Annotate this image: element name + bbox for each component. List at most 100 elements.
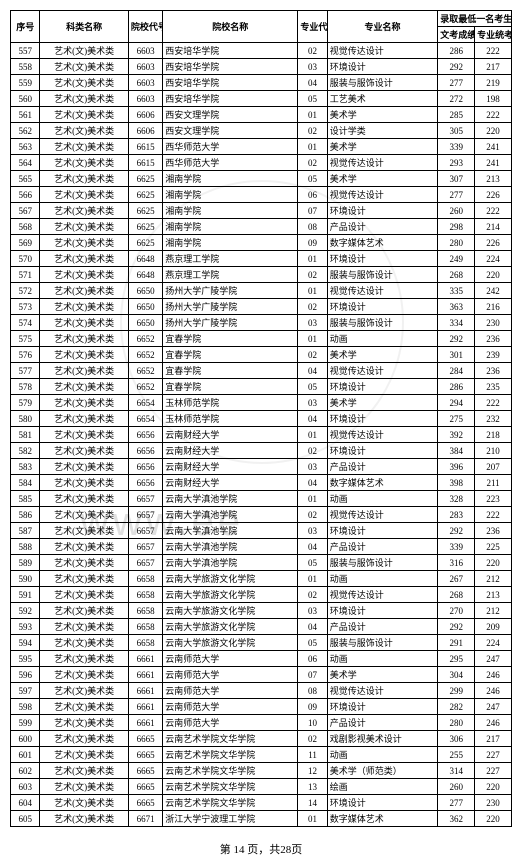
cell-category: 艺术(文)美术类 xyxy=(40,699,128,715)
cell-seq: 559 xyxy=(11,75,40,91)
cell-major-code: 09 xyxy=(298,699,327,715)
table-row: 570艺术(文)美术类6648燕京理工学院01环境设计249224 xyxy=(11,251,512,267)
cell-score1: 268 xyxy=(438,267,475,283)
cell-major-code: 08 xyxy=(298,219,327,235)
table-row: 601艺术(文)美术类6665云南艺术学院文华学院11动画255227 xyxy=(11,747,512,763)
cell-school-name: 西安培华学院 xyxy=(163,91,298,107)
cell-major-code: 01 xyxy=(298,107,327,123)
cell-category: 艺术(文)美术类 xyxy=(40,219,128,235)
table-row: 605艺术(文)美术类6671浙江大学宁波理工学院01数字媒体艺术362220 xyxy=(11,811,512,827)
cell-score2: 222 xyxy=(475,203,512,219)
cell-score2: 212 xyxy=(475,571,512,587)
cell-score1: 277 xyxy=(438,795,475,811)
cell-score1: 277 xyxy=(438,187,475,203)
cell-seq: 583 xyxy=(11,459,40,475)
cell-score2: 207 xyxy=(475,459,512,475)
cell-school-name: 西安文理学院 xyxy=(163,107,298,123)
cell-major-code: 09 xyxy=(298,235,327,251)
cell-school-code: 6650 xyxy=(128,315,162,331)
cell-school-code: 6665 xyxy=(128,779,162,795)
cell-score2: 241 xyxy=(475,155,512,171)
cell-category: 艺术(文)美术类 xyxy=(40,43,128,59)
header-major-code: 专业代号 xyxy=(298,11,327,43)
cell-major-code: 14 xyxy=(298,795,327,811)
cell-major-code: 01 xyxy=(298,139,327,155)
cell-score1: 292 xyxy=(438,523,475,539)
table-row: 595艺术(文)美术类6661云南师范大学06动画295247 xyxy=(11,651,512,667)
cell-school-name: 湘南学院 xyxy=(163,171,298,187)
cell-seq: 572 xyxy=(11,283,40,299)
cell-score2: 216 xyxy=(475,299,512,315)
table-row: 557艺术(文)美术类6603西安培华学院02视觉传达设计286222 xyxy=(11,43,512,59)
cell-score1: 299 xyxy=(438,683,475,699)
cell-major-name: 视觉传达设计 xyxy=(327,283,438,299)
cell-seq: 565 xyxy=(11,171,40,187)
cell-category: 艺术(文)美术类 xyxy=(40,523,128,539)
cell-major-code: 13 xyxy=(298,779,327,795)
cell-seq: 574 xyxy=(11,315,40,331)
cell-school-code: 6652 xyxy=(128,347,162,363)
cell-category: 艺术(文)美术类 xyxy=(40,331,128,347)
cell-score1: 335 xyxy=(438,283,475,299)
cell-category: 艺术(文)美术类 xyxy=(40,187,128,203)
cell-seq: 566 xyxy=(11,187,40,203)
cell-major-code: 02 xyxy=(298,43,327,59)
cell-score2: 224 xyxy=(475,635,512,651)
cell-school-name: 云南财经大学 xyxy=(163,427,298,443)
cell-score1: 398 xyxy=(438,475,475,491)
cell-seq: 577 xyxy=(11,363,40,379)
cell-category: 艺术(文)美术类 xyxy=(40,539,128,555)
cell-school-name: 西安培华学院 xyxy=(163,75,298,91)
cell-school-code: 6656 xyxy=(128,475,162,491)
cell-score1: 260 xyxy=(438,203,475,219)
cell-school-name: 宜春学院 xyxy=(163,331,298,347)
cell-school-name: 云南财经大学 xyxy=(163,443,298,459)
cell-seq: 602 xyxy=(11,763,40,779)
cell-category: 艺术(文)美术类 xyxy=(40,571,128,587)
cell-score2: 246 xyxy=(475,683,512,699)
cell-category: 艺术(文)美术类 xyxy=(40,475,128,491)
cell-school-code: 6658 xyxy=(128,603,162,619)
header-major-name: 专业名称 xyxy=(327,11,438,43)
cell-school-code: 6606 xyxy=(128,107,162,123)
cell-score2: 222 xyxy=(475,107,512,123)
cell-score1: 363 xyxy=(438,299,475,315)
cell-major-name: 美术学 xyxy=(327,667,438,683)
cell-major-name: 动画 xyxy=(327,747,438,763)
cell-major-name: 环境设计 xyxy=(327,379,438,395)
table-row: 602艺术(文)美术类6665云南艺术学院文华学院12美术学（师范类）31422… xyxy=(11,763,512,779)
cell-major-name: 戏剧影视美术设计 xyxy=(327,731,438,747)
cell-seq: 580 xyxy=(11,411,40,427)
cell-score2: 236 xyxy=(475,523,512,539)
table-body: 557艺术(文)美术类6603西安培华学院02视觉传达设计286222558艺术… xyxy=(11,43,512,827)
cell-major-code: 02 xyxy=(298,267,327,283)
cell-school-name: 湘南学院 xyxy=(163,219,298,235)
cell-school-code: 6661 xyxy=(128,651,162,667)
cell-school-code: 6625 xyxy=(128,171,162,187)
cell-major-code: 02 xyxy=(298,507,327,523)
cell-school-code: 6658 xyxy=(128,571,162,587)
cell-score2: 222 xyxy=(475,507,512,523)
table-row: 566艺术(文)美术类6625湘南学院06视觉传达设计277226 xyxy=(11,187,512,203)
cell-major-name: 环境设计 xyxy=(327,59,438,75)
table-row: 565艺术(文)美术类6625湘南学院05美术学307213 xyxy=(11,171,512,187)
cell-category: 艺术(文)美术类 xyxy=(40,811,128,827)
cell-category: 艺术(文)美术类 xyxy=(40,171,128,187)
cell-school-code: 6657 xyxy=(128,491,162,507)
cell-score2: 247 xyxy=(475,699,512,715)
admission-table: 序号 科类名称 院校代号 院校名称 专业代号 专业名称 录取最低一名考生 文考成… xyxy=(10,10,512,827)
cell-school-code: 6665 xyxy=(128,747,162,763)
cell-score1: 295 xyxy=(438,651,475,667)
cell-score1: 316 xyxy=(438,555,475,571)
table-row: 593艺术(文)美术类6658云南大学旅游文化学院04产品设计292209 xyxy=(11,619,512,635)
cell-score1: 292 xyxy=(438,619,475,635)
cell-seq: 598 xyxy=(11,699,40,715)
cell-school-name: 云南师范大学 xyxy=(163,683,298,699)
cell-category: 艺术(文)美术类 xyxy=(40,363,128,379)
cell-school-code: 6658 xyxy=(128,635,162,651)
cell-score2: 227 xyxy=(475,763,512,779)
cell-school-name: 云南大学滇池学院 xyxy=(163,491,298,507)
cell-school-name: 云南艺术学院文华学院 xyxy=(163,747,298,763)
cell-seq: 557 xyxy=(11,43,40,59)
cell-major-name: 服装与服饰设计 xyxy=(327,635,438,651)
